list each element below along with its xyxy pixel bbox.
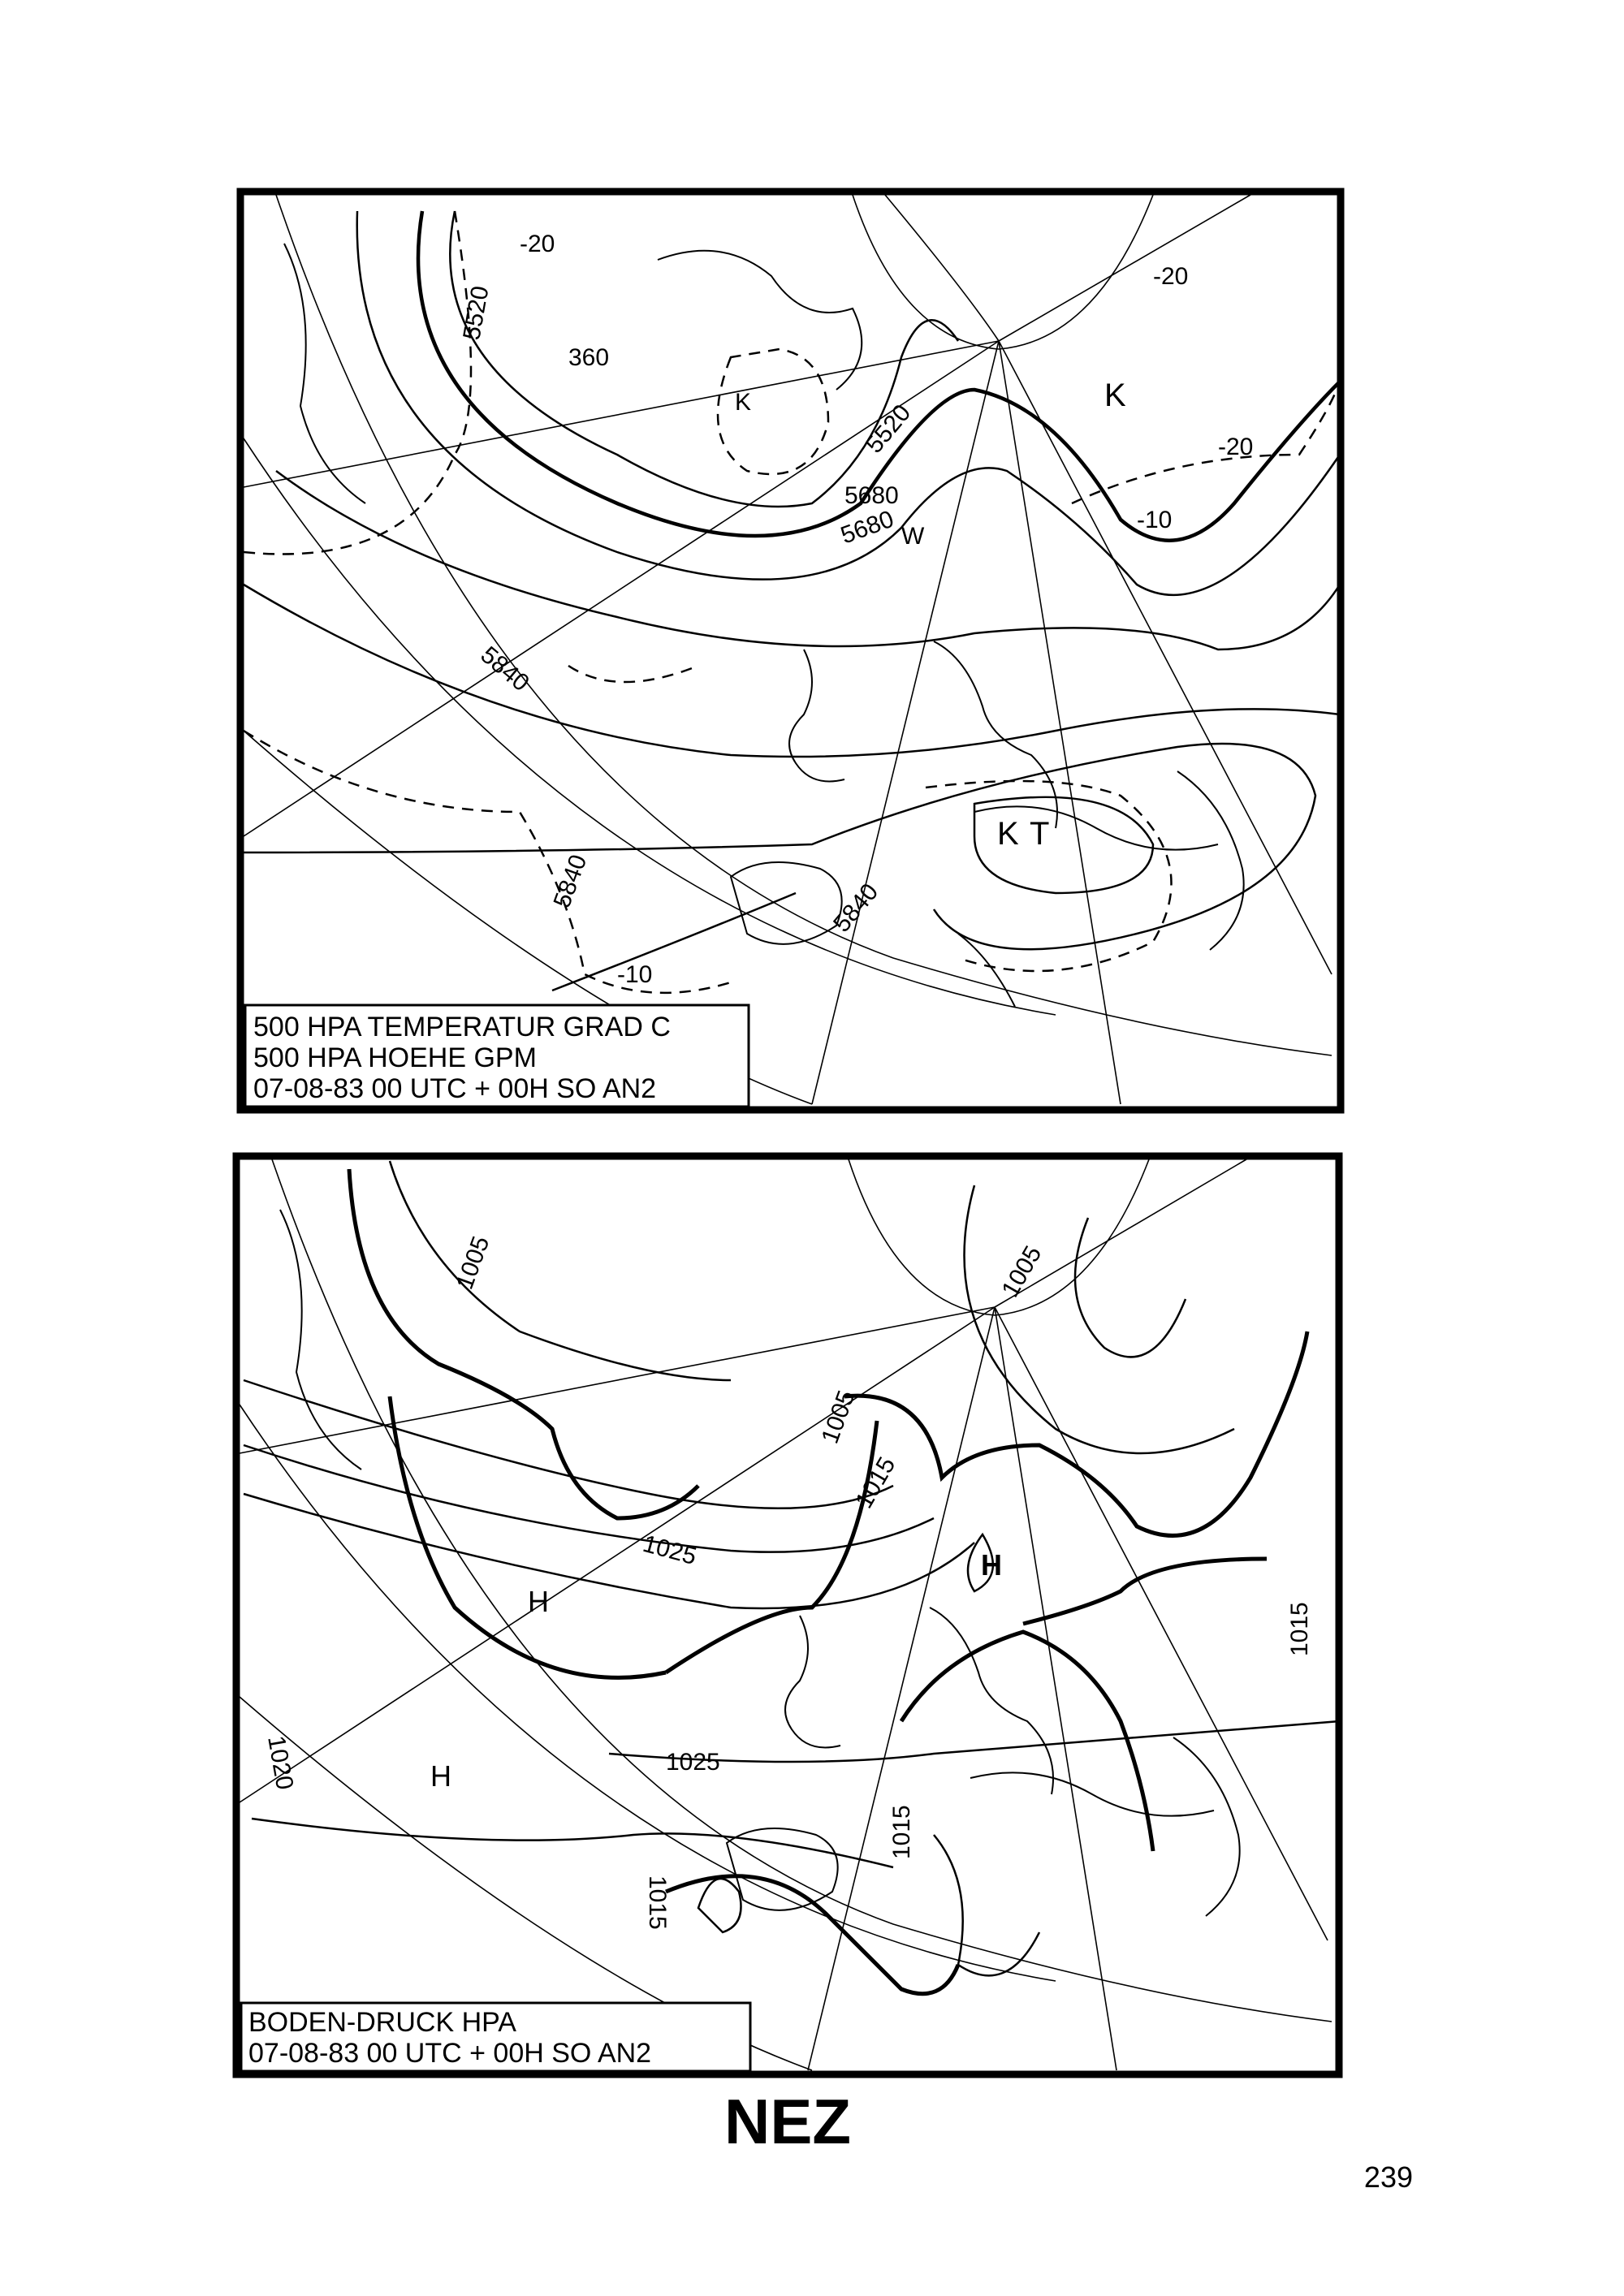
legend-line: 07-08-83 00 UTC + 00H SO AN2 — [248, 2038, 651, 2069]
caption: NEZ — [724, 2086, 851, 2157]
map-label: W — [901, 523, 925, 550]
map-label: 1015 — [1286, 1602, 1313, 1656]
map-frame — [236, 188, 1345, 1114]
map-label: -20 — [1153, 263, 1188, 290]
map-label: K — [735, 389, 751, 416]
map-label: 1025 — [666, 1749, 720, 1776]
map-legend: 500 HPA TEMPERATUR GRAD C 500 HPA HOEHE … — [244, 1003, 750, 1108]
map-label: -20 — [520, 231, 555, 257]
map-surface-pressure: 1005 1005 1005 1015 1025 1025 1020 1015 … — [232, 1152, 1343, 2078]
map-label: 1015 — [644, 1875, 671, 1930]
page-number: 239 — [1364, 2160, 1413, 2194]
lat-lon-grid — [239, 1159, 1332, 2071]
map-label: H — [430, 1759, 451, 1793]
map-label: -10 — [617, 961, 652, 988]
map-label: H — [981, 1548, 1002, 1582]
map-500hpa: 5520 5680 5840 5520 5680 5840 5840 -20 -… — [236, 188, 1345, 1114]
legend-line: BODEN-DRUCK HPA — [248, 2007, 516, 2038]
coastlines — [283, 243, 1245, 1008]
map-label: 1015 — [888, 1805, 915, 1859]
map-label: K — [1104, 378, 1126, 413]
map-label: 360 — [568, 344, 609, 371]
legend-line: 500 HPA TEMPERATUR GRAD C — [253, 1012, 671, 1042]
isobars — [243, 1160, 1341, 1977]
coastlines — [279, 1209, 1241, 1917]
legend-line: 500 HPA HOEHE GPM — [253, 1042, 537, 1073]
fronts — [347, 1168, 1310, 1996]
map-label: K — [997, 816, 1019, 852]
map-label: 5680 — [844, 482, 899, 509]
legend-line: 07-08-83 00 UTC + 00H SO AN2 — [253, 1073, 656, 1104]
map-label: -10 — [1137, 507, 1172, 533]
lat-lon-grid — [243, 194, 1332, 1105]
map-legend: BODEN-DRUCK HPA 07-08-83 00 UTC + 00H SO… — [240, 2001, 752, 2073]
map-label: H — [528, 1585, 549, 1618]
temperature-contours — [243, 210, 1341, 995]
map-frame — [232, 1152, 1343, 2078]
map-label: -20 — [1218, 434, 1253, 460]
map-label: T — [1030, 816, 1049, 852]
